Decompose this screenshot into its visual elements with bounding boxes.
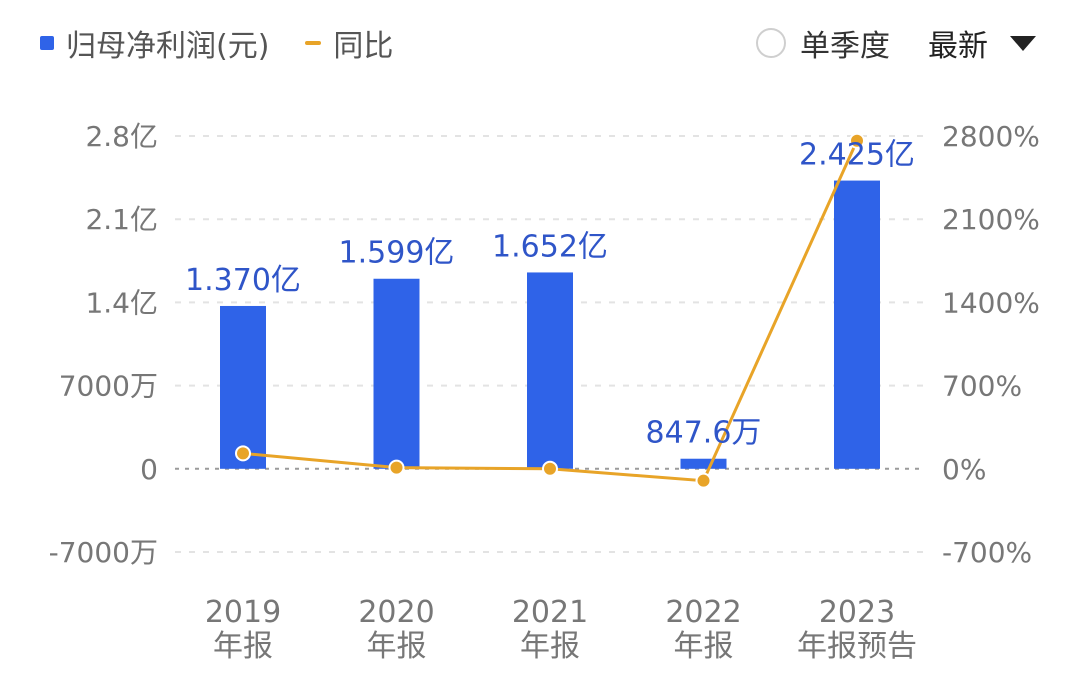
bar	[680, 458, 727, 469]
x-axis-label-year: 2019	[205, 595, 281, 630]
chart-controls: 单季度 最新	[756, 18, 1036, 68]
left-axis-tick-label: 0	[140, 453, 158, 486]
period-dropdown[interactable]: 最新	[928, 21, 1036, 65]
single-quarter-label[interactable]: 单季度	[800, 29, 890, 64]
yoy-point	[542, 460, 558, 477]
chevron-down-icon	[1010, 35, 1036, 51]
x-axis-label-year: 2023	[819, 595, 895, 630]
right-axis-tick-label: 0%	[942, 453, 986, 486]
legend-item-yoy[interactable]: 同比	[305, 21, 393, 65]
bar	[220, 305, 266, 469]
yoy-point	[695, 472, 712, 489]
x-axis-label-year: 2021	[512, 595, 588, 630]
bar-data-label: 1.652亿	[492, 229, 608, 264]
x-axis-label-period: 年报预告	[797, 629, 917, 664]
bar-data-label: 847.6万	[646, 416, 762, 451]
legend-net-profit-label: 归母净利润(元)	[66, 29, 270, 64]
bar-data-label: 1.370亿	[185, 263, 301, 298]
bar-data-label: 2.425亿	[799, 138, 915, 173]
left-axis-tick-label: 1.4亿	[85, 286, 158, 319]
bar-data-label: 1.599亿	[339, 236, 455, 271]
left-axis-tick-label: 2.8亿	[85, 120, 158, 153]
bar	[834, 180, 880, 469]
bar	[527, 272, 573, 469]
legend-bar-swatch	[40, 36, 54, 50]
x-axis-label-period: 年报	[520, 629, 580, 664]
left-axis-tick-label: 2.1亿	[85, 203, 158, 236]
bar	[373, 278, 420, 469]
right-axis-tick-label: -700%	[942, 536, 1032, 569]
right-axis-tick-label: 700%	[942, 370, 1022, 403]
x-axis-label-year: 2022	[665, 595, 741, 630]
yoy-point	[388, 459, 405, 476]
right-axis-tick-label: 2800%	[942, 120, 1040, 153]
x-axis-label-period: 年报	[674, 629, 734, 664]
left-axis-tick-label: 7000万	[59, 370, 158, 403]
left-axis-tick-label: -7000万	[49, 536, 158, 569]
single-quarter-radio[interactable]	[756, 28, 786, 58]
chart-legend: 归母净利润(元) 同比	[40, 18, 429, 68]
right-axis-tick-label: 2100%	[942, 203, 1040, 236]
legend-yoy-label: 同比	[333, 29, 394, 64]
yoy-point	[235, 445, 251, 462]
yoy-point	[849, 132, 865, 149]
period-dropdown-value: 最新	[928, 29, 988, 64]
legend-line-swatch	[305, 41, 322, 45]
x-axis-label-period: 年报	[367, 629, 427, 664]
x-axis-label-year: 2020	[358, 595, 434, 630]
legend-item-net-profit[interactable]: 归母净利润(元)	[40, 21, 269, 65]
x-axis-label-period: 年报	[213, 629, 273, 664]
right-axis-tick-label: 1400%	[942, 286, 1040, 319]
